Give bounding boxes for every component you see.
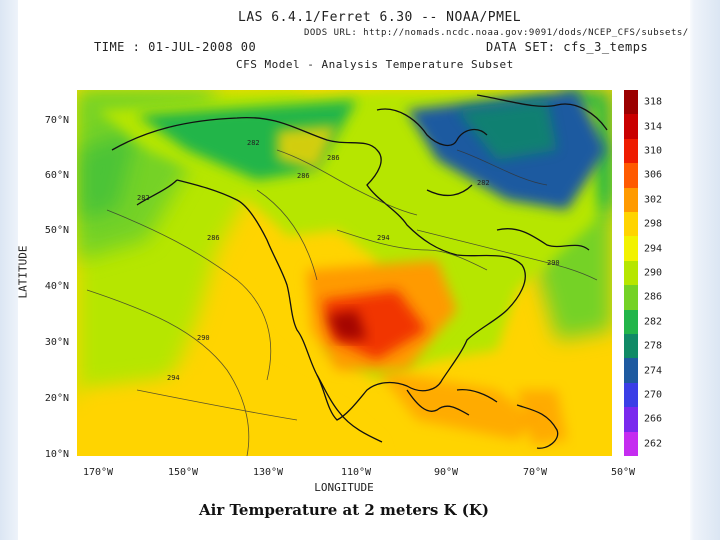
x-tick-70w: 70°W [522, 467, 548, 478]
colorbar-swatch [624, 407, 638, 433]
y-tick-60n: 60°N [44, 170, 69, 181]
colorbar-level-label: 262 [644, 438, 663, 450]
colorbar-swatch [624, 187, 638, 213]
x-tick-110w: 110°W [340, 467, 372, 478]
colorbar-level-label: 282 [644, 316, 663, 328]
colorbar-level-label: 318 [644, 96, 663, 108]
colorbar-level-label: 266 [644, 413, 663, 425]
colorbar-swatch [624, 309, 638, 335]
colorbar-swatch [624, 212, 638, 237]
contour-label: 290 [547, 259, 560, 267]
colorbar-swatch [624, 163, 638, 189]
colorbar-swatch [624, 90, 638, 115]
variable-caption: Air Temperature at 2 meters K (K) [199, 501, 489, 519]
map-svg: 286 282 286 282 282 294 294 290 290 286 [77, 90, 612, 456]
x-tick-130w: 130°W [252, 467, 284, 478]
x-axis-title: LONGITUDE [314, 481, 374, 494]
colorbar-swatch [624, 334, 638, 359]
y-tick-20n: 20°N [44, 393, 69, 404]
x-tick-90w: 90°W [433, 467, 459, 478]
colorbar-swatch [624, 431, 638, 457]
contour-label: 286 [207, 234, 220, 242]
x-tick-50w: 50°W [610, 467, 636, 478]
colorbar-level-label: 298 [644, 218, 663, 230]
contour-label: 282 [247, 139, 260, 147]
colorbar-level-label: 290 [644, 267, 663, 279]
colorbar-level-label: 274 [644, 365, 663, 377]
y-tick-30n: 30°N [44, 337, 69, 348]
land-fields [97, 90, 607, 445]
contour-label: 286 [297, 172, 310, 180]
dataset-label: DATA SET: cfs_3_temps [486, 40, 649, 54]
contour-label: 286 [327, 154, 340, 162]
colorbar-swatch [624, 114, 638, 140]
contour-label: 282 [477, 179, 490, 187]
colorbar [624, 90, 638, 457]
colorbar-swatch [624, 358, 638, 384]
coastlines [111, 94, 608, 449]
y-axis-title: LATITUDE [16, 245, 30, 299]
colorbar-level-label: 294 [644, 243, 663, 255]
colorbar-level-label: 286 [644, 291, 663, 303]
plot-subtitle: CFS Model - Analysis Temperature Subset [236, 58, 514, 71]
contour-lines [86, 149, 598, 456]
dods-url: DODS URL: http://nomads.ncdc.noaa.gov:90… [304, 28, 689, 38]
y-tick-70n: 70°N [44, 115, 69, 126]
contour-label: 282 [137, 194, 150, 202]
colorbar-level-label: 270 [644, 389, 663, 401]
contour-label: 290 [197, 334, 210, 342]
y-tick-40n: 40°N [44, 281, 69, 292]
colorbar-swatch [624, 236, 638, 262]
temperature-map: 286 282 286 282 282 294 294 290 290 286 [77, 90, 612, 456]
y-tick-50n: 50°N [44, 225, 69, 236]
colorbar-level-label: 314 [644, 121, 663, 133]
colorbar-swatch [624, 285, 638, 311]
time-label: TIME : 01-JUL-2008 00 [94, 40, 257, 54]
contour-label: 294 [167, 374, 180, 382]
colorbar-level-label: 302 [644, 194, 663, 206]
y-tick-10n: 10°N [44, 449, 69, 460]
colorbar-level-label: 306 [644, 169, 663, 181]
colorbar-level-label: 278 [644, 340, 663, 352]
plot-title: LAS 6.4.1/Ferret 6.30 -- NOAA/PMEL [238, 10, 522, 25]
contour-label: 294 [377, 234, 390, 242]
x-tick-170w: 170°W [82, 467, 114, 478]
colorbar-swatch [624, 260, 638, 286]
x-tick-150w: 150°W [167, 467, 199, 478]
colorbar-swatch [624, 138, 638, 164]
colorbar-swatch [624, 382, 638, 408]
colorbar-level-label: 310 [644, 145, 663, 157]
